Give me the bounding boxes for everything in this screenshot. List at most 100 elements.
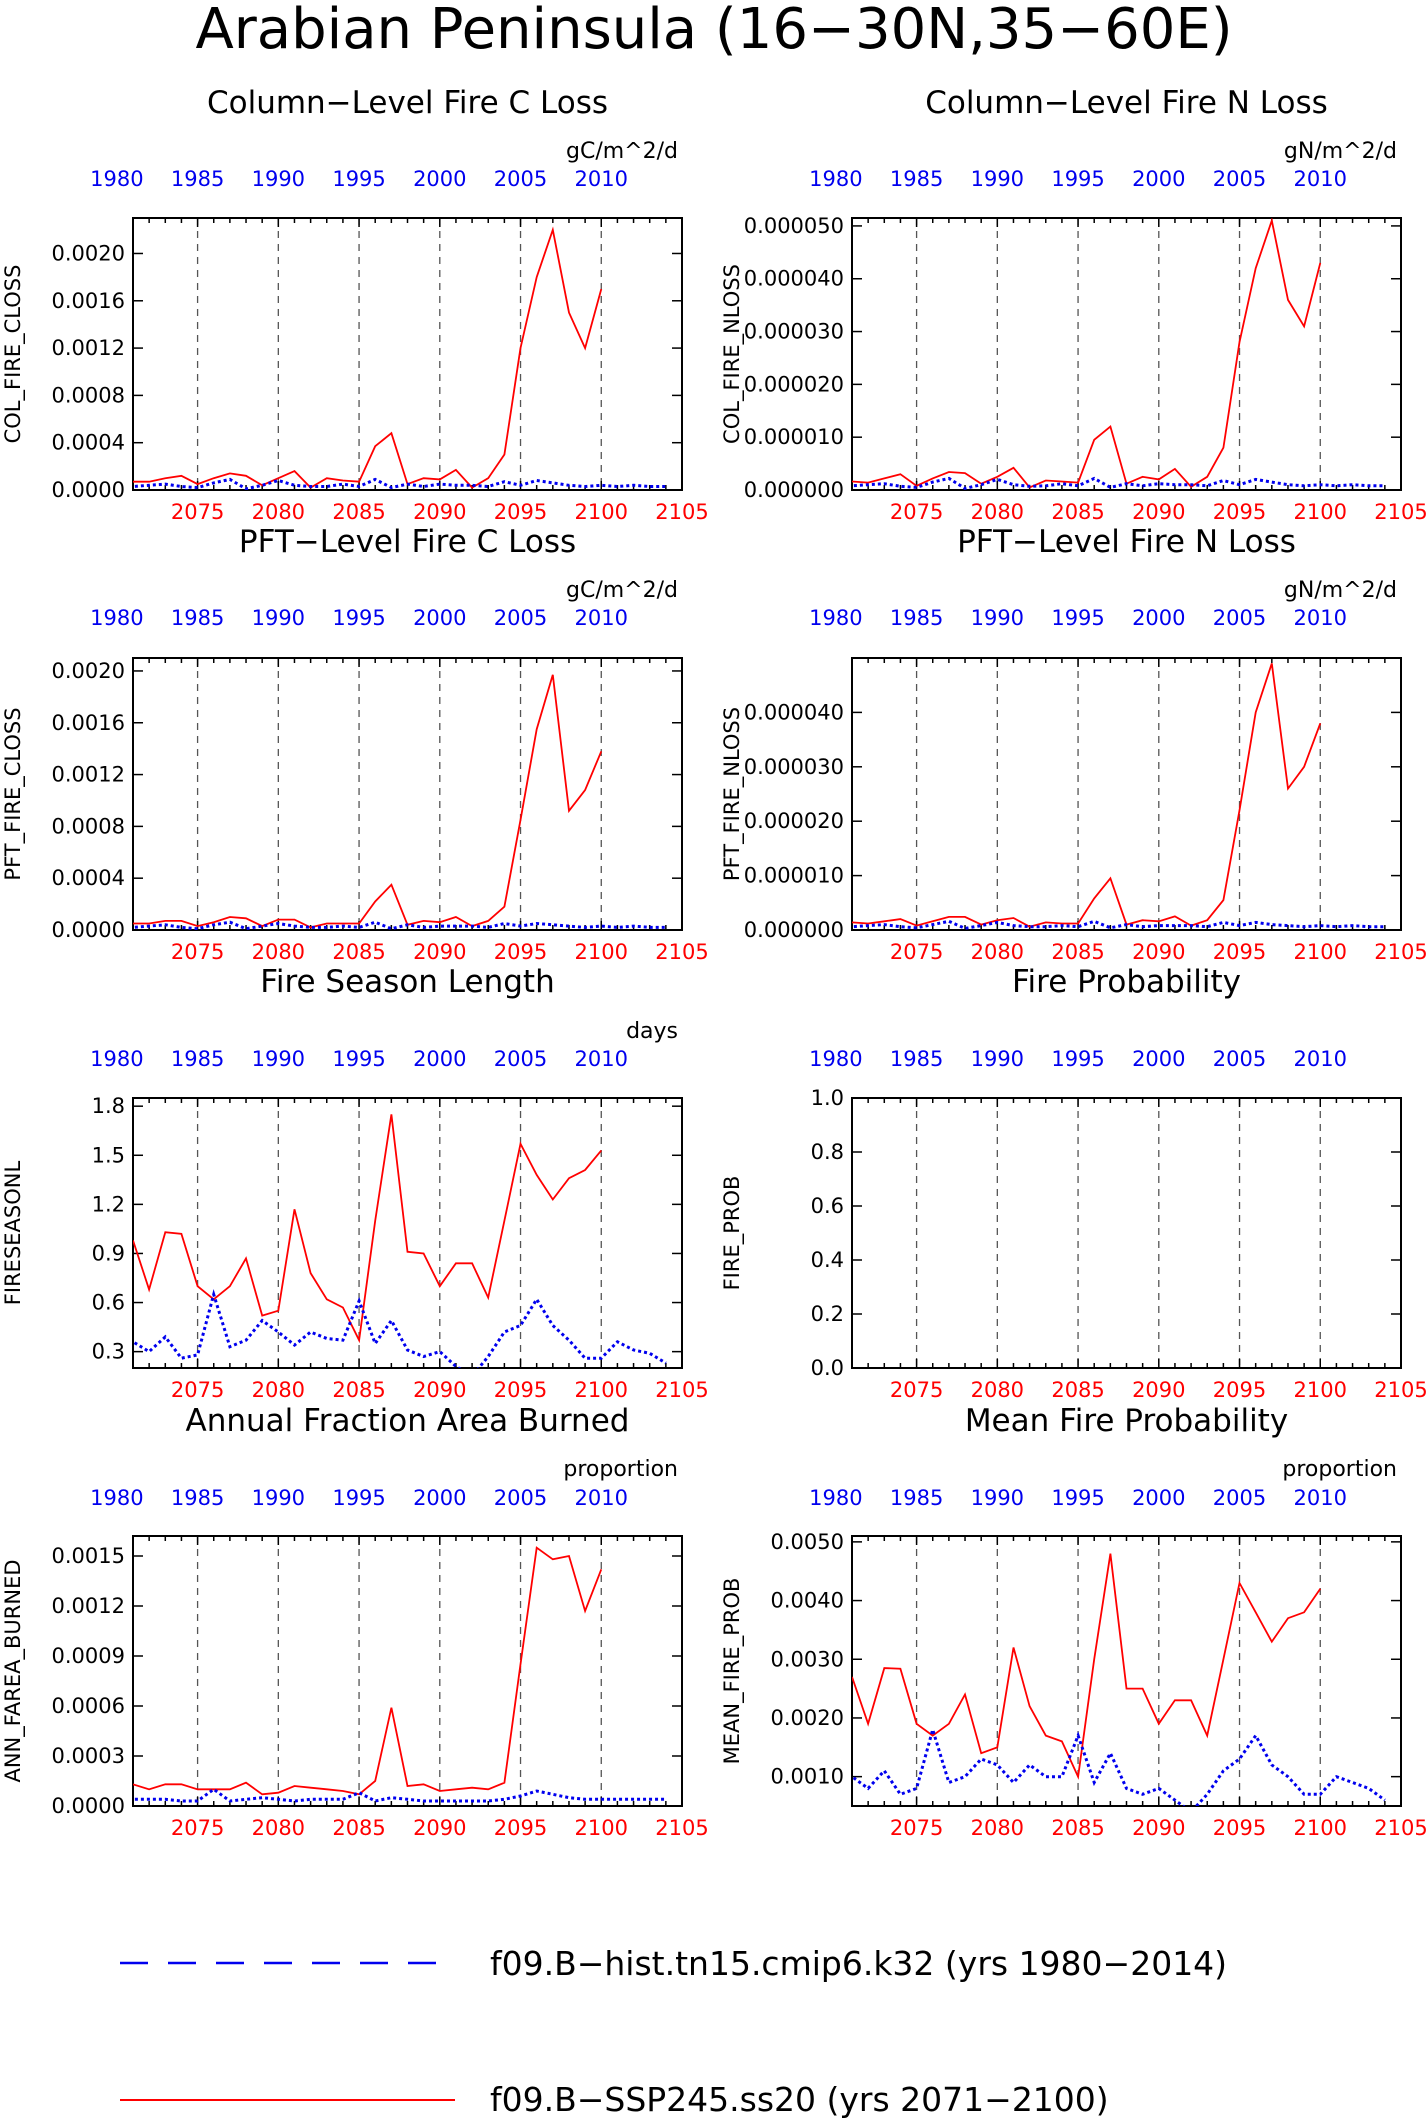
x-tick-label-bottom: 2100 xyxy=(575,1816,628,1840)
legend-label-hist: f09.B−hist.tn15.cmip6.k32 (yrs 1980−2014… xyxy=(490,1944,1227,1983)
x-tick-label-bottom: 2075 xyxy=(171,940,224,964)
y-tick-label: 0.0040 xyxy=(771,1589,844,1613)
x-tick-label-top: 1995 xyxy=(1051,1047,1104,1071)
y-tick-label: 0.0004 xyxy=(52,866,125,890)
y-tick-label: 0.000010 xyxy=(744,425,844,449)
x-tick-label-top: 1995 xyxy=(332,1486,385,1510)
units-label: days xyxy=(626,1019,678,1044)
x-tick-label-bottom: 2075 xyxy=(171,500,224,524)
y-tick-label: 1.0 xyxy=(811,1086,844,1110)
chart-title: Column−Level Fire N Loss xyxy=(925,85,1328,121)
x-tick-label-bottom: 2095 xyxy=(494,1378,547,1402)
y-tick-label: 0.0000 xyxy=(52,918,125,942)
chart-title: PFT−Level Fire N Loss xyxy=(957,524,1296,560)
x-tick-label-top: 2010 xyxy=(575,1047,628,1071)
x-tick-label-top: 2000 xyxy=(413,1047,466,1071)
units-label: proportion xyxy=(1282,1457,1397,1482)
x-tick-label-bottom: 2100 xyxy=(1294,500,1347,524)
x-tick-label-bottom: 2090 xyxy=(1132,500,1185,524)
y-tick-label: 0.000030 xyxy=(744,320,844,344)
page-title: Arabian Peninsula (16−30N,35−60E) xyxy=(195,0,1232,62)
series-line-ssp xyxy=(852,663,1322,928)
y-tick-label: 0.000020 xyxy=(744,809,844,833)
x-tick-label-bottom: 2095 xyxy=(1213,1378,1266,1402)
x-tick-label-bottom: 2100 xyxy=(1294,1816,1347,1840)
x-tick-label-top: 2000 xyxy=(413,1486,466,1510)
x-tick-label-top: 2000 xyxy=(1132,1047,1185,1071)
y-tick-label: 0.9 xyxy=(92,1241,125,1265)
x-tick-label-top: 1990 xyxy=(971,1486,1024,1510)
x-tick-label-bottom: 2090 xyxy=(413,1816,466,1840)
series-line-ssp xyxy=(133,226,603,489)
y-tick-label: 0.0008 xyxy=(52,383,125,407)
x-tick-label-bottom: 2085 xyxy=(1051,1816,1104,1840)
x-tick-label-top: 1995 xyxy=(332,1047,385,1071)
x-tick-label-bottom: 2095 xyxy=(494,500,547,524)
y-tick-label: 0.0016 xyxy=(52,289,125,313)
x-tick-label-bottom: 2100 xyxy=(575,500,628,524)
y-tick-label: 0.000020 xyxy=(744,372,844,396)
x-tick-label-top: 1990 xyxy=(971,1047,1024,1071)
plot-frame xyxy=(851,1535,1402,1807)
x-tick-label-bottom: 2085 xyxy=(332,940,385,964)
y-tick-label: 0.0020 xyxy=(52,241,125,265)
series-line-ssp xyxy=(133,674,603,929)
x-tick-label-bottom: 2075 xyxy=(890,1816,943,1840)
x-tick-label-bottom: 2090 xyxy=(413,1378,466,1402)
x-tick-label-top: 1980 xyxy=(809,1047,862,1071)
units-label: proportion xyxy=(563,1457,678,1482)
x-tick-label-top: 2000 xyxy=(413,167,466,191)
x-tick-label-top: 1980 xyxy=(90,1486,143,1510)
x-tick-label-bottom: 2075 xyxy=(890,500,943,524)
chart-panels: Column−Level Fire C Loss gC/m^2/d COL_FIRE… xyxy=(1,85,1428,1840)
x-tick-label-bottom: 2085 xyxy=(1051,940,1104,964)
y-tick-label: 1.8 xyxy=(92,1094,125,1118)
chart-panel-6: Annual Fraction Area Burned proportion ANN… xyxy=(1,1403,709,1840)
x-tick-label-top: 2000 xyxy=(1132,606,1185,630)
x-tick-label-top: 2005 xyxy=(1213,167,1266,191)
legend-label-ssp: f09.B−SSP245.ss20 (yrs 2071−2100) xyxy=(490,2080,1109,2119)
x-tick-label-bottom: 2095 xyxy=(1213,500,1266,524)
x-tick-label-top: 1985 xyxy=(171,606,224,630)
x-tick-label-top: 1985 xyxy=(171,1047,224,1071)
series-line-hist xyxy=(852,1724,1386,1806)
x-tick-label-top: 1980 xyxy=(90,1047,143,1071)
x-tick-label-bottom: 2080 xyxy=(252,940,305,964)
y-tick-label: 0.3 xyxy=(92,1340,125,1364)
x-tick-label-bottom: 2075 xyxy=(171,1816,224,1840)
x-tick-label-bottom: 2085 xyxy=(332,500,385,524)
series-line-hist xyxy=(852,919,1385,930)
chart-title: Column−Level Fire C Loss xyxy=(207,85,608,121)
chart-title: Mean Fire Probability xyxy=(965,1403,1288,1439)
chart-panel-2: PFT−Level Fire C Loss gC/m^2/d PFT_FIRE_CL… xyxy=(1,524,709,964)
plot-frame xyxy=(132,1535,683,1807)
x-tick-label-top: 2000 xyxy=(1132,1486,1185,1510)
x-tick-label-bottom: 2095 xyxy=(1213,1816,1266,1840)
y-tick-label: 0.8 xyxy=(811,1140,844,1164)
y-tick-label: 0.0015 xyxy=(52,1544,125,1568)
series-line-ssp xyxy=(133,1114,602,1344)
y-tick-label: 0.0000 xyxy=(52,478,125,502)
units-label: gC/m^2/d xyxy=(566,139,678,164)
y-axis-label: FIRESEASONL xyxy=(1,1161,25,1306)
x-tick-label-bottom: 2085 xyxy=(332,1378,385,1402)
plot-frame xyxy=(132,657,683,931)
x-tick-label-top: 1985 xyxy=(890,167,943,191)
x-tick-label-bottom: 2080 xyxy=(252,1816,305,1840)
chart-title: Fire Probability xyxy=(1012,964,1241,1000)
series-line-ssp xyxy=(852,1553,1322,1780)
x-tick-label-top: 1990 xyxy=(252,1486,305,1510)
y-tick-label: 0.000000 xyxy=(744,478,844,502)
series-line-hist xyxy=(133,920,666,930)
x-tick-label-bottom: 2080 xyxy=(971,1816,1024,1840)
y-axis-label: FIRE_PROB xyxy=(720,1176,745,1291)
x-tick-label-bottom: 2080 xyxy=(971,500,1024,524)
x-tick-label-top: 1990 xyxy=(971,167,1024,191)
x-tick-label-top: 2005 xyxy=(494,1486,547,1510)
chart-title: Fire Season Length xyxy=(260,964,554,1000)
x-tick-label-top: 1990 xyxy=(252,1047,305,1071)
chart-panel-4: Fire Season Length days FIRESEASONL 2075 208… xyxy=(1,964,709,1402)
y-tick-label: 0.0008 xyxy=(52,814,125,838)
